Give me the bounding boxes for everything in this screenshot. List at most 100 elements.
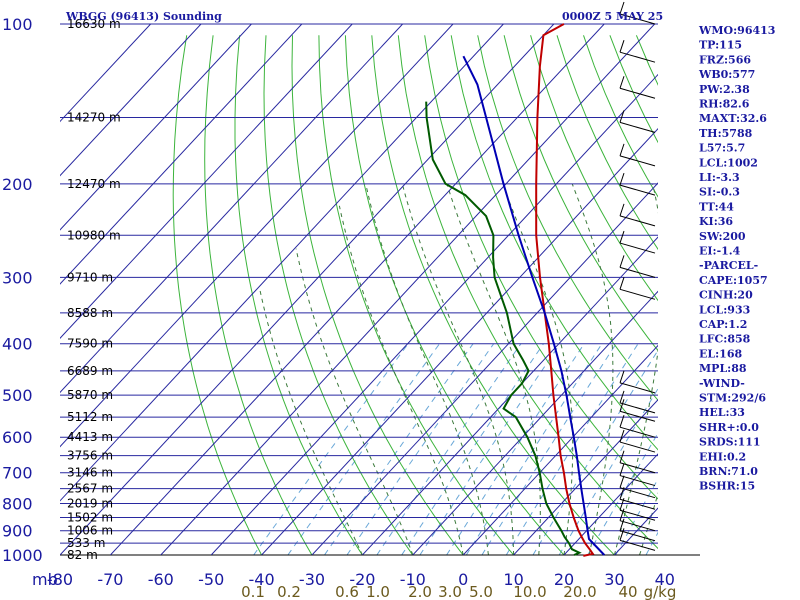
mixing-ratio-line: [465, 343, 603, 555]
index-value: WB0:577: [698, 68, 755, 81]
mixing-ratio-line: [324, 343, 474, 555]
isotherm-line: [563, 453, 658, 555]
dewpoint-trace: [425, 101, 582, 556]
index-value: BRN:71.0: [699, 465, 758, 478]
wind-barb: [619, 76, 656, 99]
isotherm-line: [412, 290, 658, 555]
wind-barb: [619, 399, 656, 422]
mixing-ratio-label: 5.0: [469, 583, 493, 600]
wind-barb: [619, 528, 656, 551]
dry-adiabat-line: [530, 35, 658, 302]
isotherms: [60, 24, 658, 555]
mixing-ratio-label: 40: [618, 583, 637, 600]
moist-adiabat-line: [446, 183, 541, 555]
isotherm-line: [60, 24, 403, 394]
temperature-tick-label: -70: [97, 570, 123, 589]
wind-barb: [619, 415, 656, 438]
height-label: 14270 m: [67, 111, 121, 125]
wind-barb: [619, 370, 656, 394]
moist-adiabat-line: [571, 183, 614, 555]
index-value: RH:82.6: [699, 98, 750, 111]
wind-barb: [619, 40, 656, 63]
dry-adiabat-line: [503, 35, 658, 352]
pressure-tick-label: 500: [2, 386, 33, 405]
isotherm-line: [110, 24, 605, 555]
mixing-ratio-label: g/kg: [644, 583, 677, 600]
isotherm-line: [60, 24, 303, 285]
wind-barb: [619, 429, 656, 453]
wind-barb: [619, 518, 656, 542]
index-value: TT:44: [699, 200, 734, 213]
wind-barbs: [619, 1, 656, 551]
isotherm-line: [60, 24, 555, 555]
pressure-tick-label: 900: [2, 522, 33, 541]
wind-barb: [619, 277, 656, 300]
wind-barb: [619, 230, 656, 254]
isotherm-line: [311, 182, 658, 555]
sounding-time: 0000Z 5 MAY 25: [562, 10, 663, 23]
index-value: BSHR:15: [699, 480, 755, 493]
index-value: PW:2.38: [699, 83, 750, 96]
height-label: 5870 m: [67, 388, 113, 402]
wind-barb: [619, 255, 656, 278]
isotherm-line: [60, 24, 353, 339]
dry-adiabat-line: [477, 35, 658, 402]
index-value: FRZ:566: [699, 53, 751, 66]
temperature-tick-label: -60: [148, 570, 174, 589]
index-value: EI:-1.4: [699, 245, 741, 258]
index-value: TH:5788: [699, 127, 753, 140]
wind-barb: [619, 450, 656, 474]
temperature-tick-label: -50: [198, 570, 224, 589]
wind-barb: [619, 498, 656, 521]
height-label: 82 m: [67, 548, 98, 562]
mixing-ratio-line: [401, 343, 544, 555]
height-label: 7590 m: [67, 337, 113, 351]
dry-adiabat-line: [204, 35, 313, 555]
isotherm-line: [261, 128, 658, 555]
index-value: SW:200: [699, 230, 746, 243]
index-value: LCL:933: [699, 303, 750, 316]
temperature-tick-label: 40: [655, 570, 675, 589]
index-value: LI:-3.3: [699, 171, 740, 184]
mixing-ratio-label: 0.6: [335, 583, 359, 600]
mixing-ratio-line: [446, 343, 585, 555]
isotherm-line: [60, 24, 151, 123]
temperature-tick-label: 30: [604, 570, 624, 589]
dry-adiabat-line: [769, 35, 800, 566]
pressure-tick-label: 700: [2, 464, 33, 483]
index-value: -PARCEL-: [699, 259, 758, 272]
dry-adiabat-line: [556, 35, 658, 251]
temperature-tick-label: -30: [299, 570, 325, 589]
dry-adiabat-line: [344, 35, 565, 555]
mixing-ratio-line: [287, 343, 441, 555]
index-value: EL:168: [699, 347, 742, 360]
dry-adiabat-line: [424, 35, 658, 500]
height-label: 3146 m: [67, 466, 113, 480]
mixing-ratio-label: 1.0: [366, 583, 390, 600]
pressure-unit-label: mb: [32, 570, 58, 589]
index-value: MAXT:32.6: [699, 112, 767, 125]
temperature-tick-label: -20: [349, 570, 375, 589]
index-value: SHR+:0.0: [699, 421, 759, 434]
dry-adiabat-line: [318, 35, 515, 555]
index-value: LFC:858: [699, 333, 751, 346]
index-value: EHI:0.2: [699, 450, 746, 463]
dry-adiabat-line: [172, 35, 263, 555]
index-value: CAPE:1057: [699, 274, 768, 287]
isotherm-line: [210, 73, 658, 555]
height-label: 3756 m: [67, 449, 113, 463]
height-label: 2019 m: [67, 497, 113, 511]
dry-adiabat-line: [263, 35, 414, 555]
mixing-ratio-label: 20.0: [563, 583, 596, 600]
moist-adiabat-line: [639, 492, 658, 555]
isotherm-line: [362, 236, 658, 555]
isotherm-line: [60, 24, 454, 448]
temperature-tick-label: 10: [503, 570, 523, 589]
temperature-tick-label: -80: [47, 570, 73, 589]
height-label: 2567 m: [67, 482, 113, 496]
mixing-ratio-label: 3.0: [438, 583, 462, 600]
wind-barb: [619, 143, 656, 167]
mixing-ratio-line: [419, 343, 561, 555]
index-value: LCL:1002: [699, 156, 758, 169]
